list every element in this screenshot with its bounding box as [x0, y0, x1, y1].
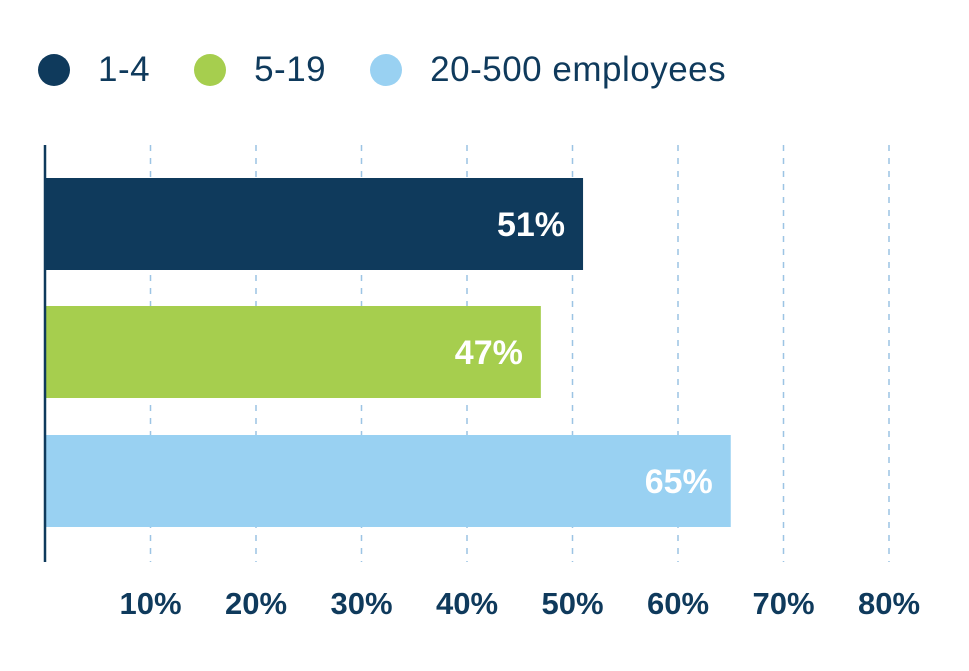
x-tick-label: 70%	[752, 586, 814, 621]
x-tick-label: 50%	[541, 586, 603, 621]
legend-item-5-19: 5-19	[194, 50, 326, 90]
legend-label-20-500: 20-500 employees	[430, 50, 727, 89]
bar-3	[45, 435, 731, 527]
bar-value-label-2: 47%	[455, 334, 523, 372]
legend-item-1-4: 1-4	[38, 50, 150, 90]
x-tick-label: 10%	[119, 586, 181, 621]
bar-2	[45, 306, 541, 398]
legend-swatch-20-500	[370, 54, 403, 86]
x-tick-label: 60%	[647, 586, 709, 621]
x-tick-label: 40%	[436, 586, 498, 621]
chart-legend: 1-4 5-19 20-500 employees	[38, 40, 770, 100]
bar-value-label-3: 65%	[645, 463, 713, 501]
x-tick-label: 20%	[225, 586, 287, 621]
legend-swatch-5-19	[194, 54, 227, 86]
x-tick-label: 30%	[330, 586, 392, 621]
x-tick-label: 80%	[858, 586, 920, 621]
legend-label-1-4: 1-4	[98, 50, 151, 89]
legend-item-20-500: 20-500 employees	[370, 50, 726, 90]
bar-1	[45, 178, 584, 270]
legend-label-5-19: 5-19	[254, 50, 327, 89]
legend-swatch-1-4	[38, 54, 70, 86]
bar-value-label-1: 51%	[497, 206, 565, 244]
